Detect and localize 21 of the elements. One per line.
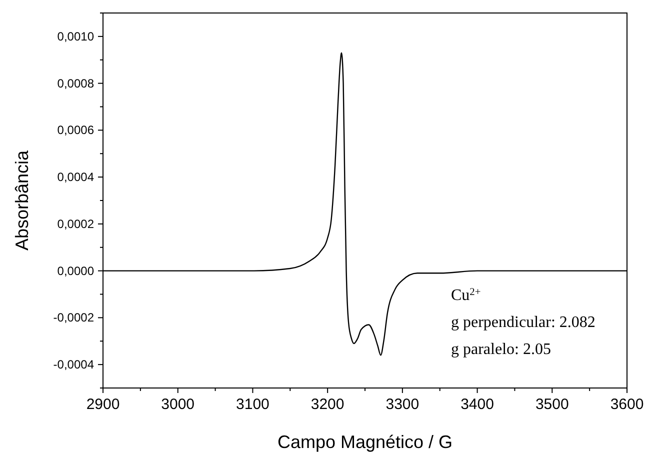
- x-axis-title: Campo Magnético / G: [277, 432, 453, 452]
- y-tick-label: 0,0004: [57, 170, 94, 184]
- x-tick-label: 3500: [535, 396, 569, 413]
- y-tick-label: 0,0000: [57, 264, 94, 278]
- annotation: g paralelo: 2.05: [451, 341, 551, 358]
- y-tick-label: 0,0002: [57, 216, 94, 231]
- x-tick-label: 3000: [161, 396, 195, 413]
- x-tick-label: 3400: [460, 396, 494, 413]
- y-tick-label: 0,0006: [57, 123, 94, 138]
- annotation: Cu$^{2+}$: [451, 286, 481, 304]
- y-tick-label: 0,0010: [57, 29, 94, 44]
- x-tick-label: 3100: [236, 396, 270, 413]
- x-tick-label: 3600: [610, 396, 644, 413]
- y-tick-label: 0,0008: [57, 76, 94, 90]
- x-tick-label: 3200: [310, 396, 344, 413]
- y-axis-title: Absorbância: [12, 149, 32, 251]
- y-tick-label: -0,0002: [53, 310, 94, 325]
- annotation: g perpendicular: 2.082: [451, 314, 596, 331]
- x-tick-label: 2900: [86, 396, 120, 413]
- y-tick-label: -0,0004: [53, 358, 94, 372]
- x-tick-label: 3300: [386, 396, 420, 413]
